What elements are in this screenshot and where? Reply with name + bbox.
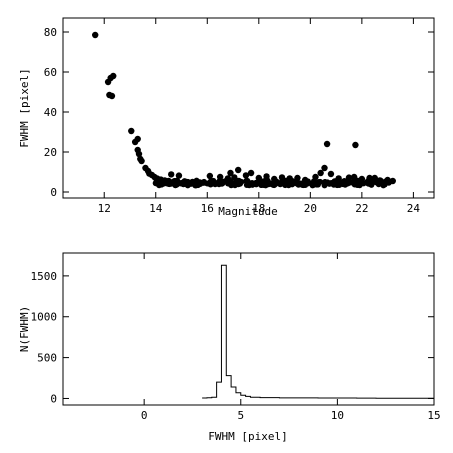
scatter-point bbox=[168, 171, 175, 178]
scatter-point bbox=[327, 170, 335, 178]
scatter-point bbox=[384, 176, 391, 184]
scatter-y-axis-label: FWHM [pixel] bbox=[18, 68, 31, 147]
scatter-point bbox=[263, 173, 270, 180]
scatter-x-tick-label: 14 bbox=[149, 202, 163, 215]
scatter-point bbox=[294, 174, 301, 182]
scatter-point bbox=[312, 173, 319, 181]
fwhm-histogram-panel: 0 5 10 15 0 500 1000 1500 FWHM [pixel] N(FWHM) bbox=[18, 252, 441, 443]
scatter-point bbox=[366, 174, 373, 182]
scatter-point bbox=[350, 173, 358, 181]
scatter-point bbox=[245, 181, 252, 188]
scatter-point bbox=[358, 175, 366, 183]
scatter-point bbox=[380, 182, 387, 189]
scatter-points bbox=[92, 31, 396, 189]
scatter-point bbox=[180, 178, 188, 186]
scatter-point bbox=[108, 92, 116, 100]
scatter-point bbox=[135, 150, 143, 158]
scatter-point bbox=[255, 174, 263, 182]
scatter-point bbox=[228, 180, 235, 187]
scatter-point bbox=[128, 127, 135, 135]
scatter-point bbox=[345, 174, 353, 181]
scatter-point bbox=[335, 175, 342, 182]
scatter-point bbox=[138, 157, 145, 165]
scatter-plot-frame bbox=[62, 17, 435, 199]
scatter-point bbox=[165, 177, 172, 185]
histogram-x-tick-label: 10 bbox=[331, 409, 344, 422]
scatter-point bbox=[352, 141, 359, 149]
scatter-point bbox=[371, 174, 378, 182]
scatter-x-tick-label: 20 bbox=[304, 202, 317, 215]
histogram-y-tick-label: 1500 bbox=[31, 270, 58, 283]
scatter-x-tick-label: 22 bbox=[355, 202, 368, 215]
histogram-y-tick-label: 500 bbox=[37, 352, 57, 365]
scatter-point bbox=[287, 180, 294, 187]
scatter-y-tick-label: 40 bbox=[44, 106, 57, 119]
scatter-point bbox=[309, 182, 316, 189]
scatter-x-tick-label: 18 bbox=[252, 202, 265, 215]
scatter-point bbox=[227, 169, 234, 177]
histogram-x-tick-label: 0 bbox=[141, 409, 148, 422]
histogram-y-tick-label: 1000 bbox=[31, 311, 58, 324]
scatter-point bbox=[299, 181, 306, 188]
scatter-point bbox=[235, 179, 242, 186]
histogram-y-axis-label: N(FWHM) bbox=[18, 306, 31, 352]
scatter-x-tick-label: 16 bbox=[201, 202, 214, 215]
scatter-point bbox=[286, 175, 293, 182]
scatter-x-tick-label: 12 bbox=[98, 202, 111, 215]
scatter-point bbox=[134, 135, 141, 143]
scatter-point bbox=[278, 174, 286, 181]
scatter-point bbox=[231, 174, 238, 181]
histogram-x-axis-label: FWHM [pixel] bbox=[208, 430, 287, 443]
histogram-step-line bbox=[202, 264, 434, 399]
scatter-point bbox=[92, 31, 99, 39]
scatter-x-tick-label: 24 bbox=[407, 202, 421, 215]
magnitude-fwhm-scatter-panel: 12 14 16 18 20 22 24 0 20 40 60 80 Magnitude FWHM [… bbox=[18, 17, 435, 218]
histogram-x-tick-label: 5 bbox=[237, 409, 244, 422]
scatter-point bbox=[334, 181, 341, 188]
scatter-point bbox=[207, 181, 214, 188]
scatter-point bbox=[110, 72, 117, 80]
histogram-axis-ticks: 0 5 10 15 0 500 1000 1500 bbox=[31, 253, 441, 422]
scatter-point bbox=[234, 166, 242, 174]
scatter-y-tick-label: 80 bbox=[44, 26, 57, 39]
scatter-point bbox=[175, 172, 183, 179]
scatter-point bbox=[301, 176, 309, 184]
scatter-point bbox=[317, 169, 324, 177]
scatter-point bbox=[326, 180, 333, 187]
scatter-point bbox=[323, 140, 331, 148]
scatter-point bbox=[196, 179, 203, 186]
scatter-point bbox=[376, 177, 384, 184]
scatter-x-axis-label: Magnitude bbox=[218, 205, 278, 218]
scatter-point bbox=[282, 182, 289, 189]
histogram-y-tick-label: 0 bbox=[50, 392, 57, 405]
scatter-point bbox=[354, 181, 361, 188]
scatter-point bbox=[224, 175, 232, 182]
histogram-plot-frame bbox=[62, 252, 435, 406]
scatter-y-tick-label: 0 bbox=[50, 186, 57, 199]
scatter-point bbox=[216, 173, 224, 181]
scatter-point bbox=[321, 164, 328, 172]
scatter-point bbox=[389, 177, 396, 185]
scatter-y-tick-label: 20 bbox=[44, 146, 57, 159]
scatter-point bbox=[213, 180, 220, 187]
scatter-point bbox=[188, 179, 196, 186]
scatter-point bbox=[321, 182, 328, 189]
scatter-point bbox=[173, 178, 180, 185]
scatter-point bbox=[247, 169, 255, 177]
scatter-y-tick-label: 60 bbox=[44, 66, 57, 79]
scatter-point bbox=[206, 172, 214, 180]
scatter-point bbox=[271, 175, 278, 183]
histogram-x-tick-label: 15 bbox=[427, 409, 440, 422]
scatter-point bbox=[242, 172, 250, 179]
scatter-point bbox=[314, 180, 321, 187]
scatter-axis-ticks: 12 14 16 18 20 22 24 0 20 40 60 80 bbox=[44, 18, 434, 215]
